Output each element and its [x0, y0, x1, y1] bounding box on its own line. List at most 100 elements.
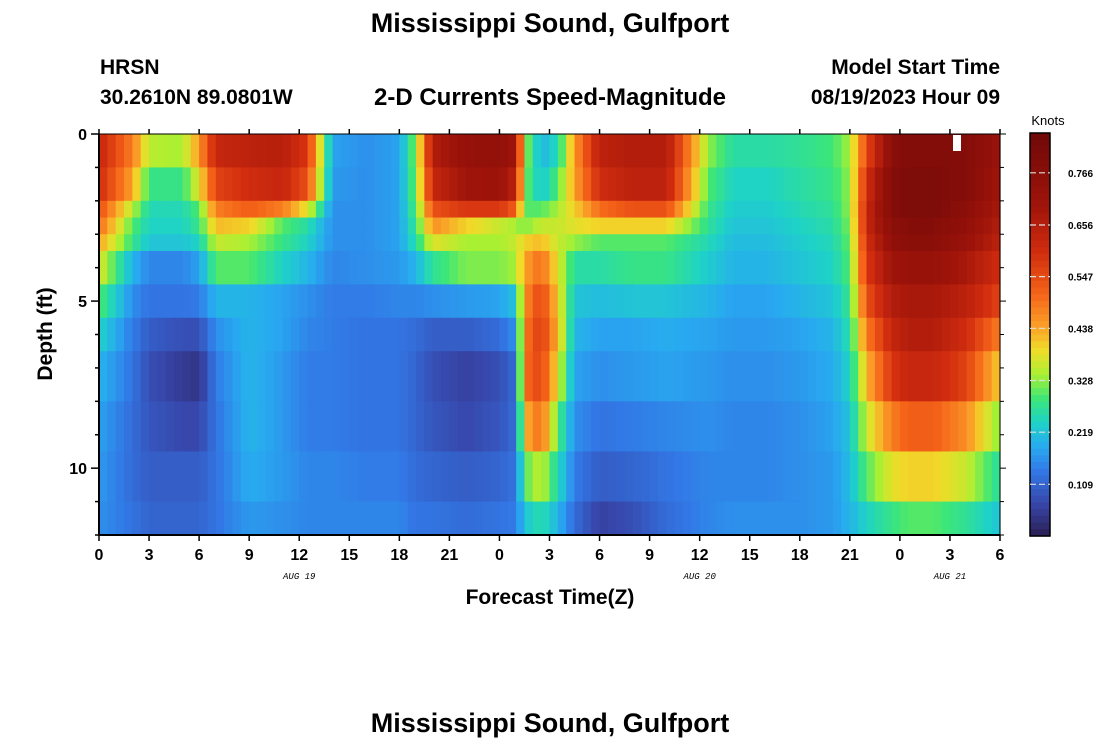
heatmap-cell — [165, 501, 175, 536]
heatmap-cell — [541, 200, 551, 219]
heatmap-cell — [441, 284, 450, 319]
heatmap-cell — [390, 451, 400, 503]
model-start-label: Model Start Time — [831, 56, 1000, 79]
heatmap-cell — [390, 351, 400, 402]
heatmap-cell — [816, 317, 826, 352]
heatmap-cell — [182, 317, 192, 352]
heatmap-cell — [232, 234, 242, 252]
heatmap-cell — [457, 134, 467, 169]
heatmap-cell — [541, 217, 551, 235]
date-label: AUG 19 — [282, 572, 316, 582]
heatmap-cell — [916, 351, 926, 402]
heatmap-cell — [132, 501, 142, 536]
heatmap-cell — [824, 217, 834, 235]
heatmap-cell — [908, 167, 918, 202]
heatmap-cell — [899, 351, 909, 402]
heatmap-cell — [474, 200, 484, 219]
heatmap-cell — [165, 284, 175, 319]
heatmap-cell — [691, 134, 701, 169]
heatmap-cell — [599, 451, 609, 503]
heatmap-cell — [157, 234, 167, 252]
heatmap-cell — [199, 317, 209, 352]
colorbar-segment — [1030, 166, 1050, 174]
heatmap-cell — [566, 451, 576, 503]
heatmap-cell — [582, 351, 592, 402]
heatmap-cell — [549, 234, 559, 252]
heatmap-cell — [416, 234, 425, 252]
heatmap-cell — [99, 134, 108, 169]
heatmap-cell — [758, 501, 767, 536]
heatmap-cell — [240, 167, 250, 202]
heatmap-cell — [966, 234, 976, 252]
heatmap-cell — [958, 501, 968, 536]
x-tick-label: 3 — [945, 547, 954, 564]
heatmap-cell — [591, 284, 601, 319]
heatmap-cell — [699, 501, 709, 536]
heatmap-cell — [883, 317, 893, 352]
heatmap-cell — [457, 317, 467, 352]
heatmap-cell — [708, 167, 717, 202]
heatmap-cell — [841, 451, 851, 503]
heatmap-cell — [549, 200, 559, 219]
heatmap-cell — [849, 167, 859, 202]
heatmap-cell — [524, 200, 534, 219]
heatmap-cell — [883, 250, 893, 285]
heatmap-cell — [207, 134, 217, 169]
heatmap-cell — [866, 501, 876, 536]
heatmap-cell — [708, 134, 717, 169]
heatmap-cell — [991, 167, 1001, 202]
heatmap-cell — [974, 284, 984, 319]
heatmap-cell — [599, 401, 609, 453]
heatmap-cell — [941, 317, 951, 352]
heatmap-cell — [733, 217, 742, 235]
heatmap-cell — [399, 217, 409, 235]
heatmap-cell — [365, 250, 375, 285]
heatmap-cell — [340, 217, 350, 235]
heatmap-cell — [207, 351, 217, 402]
heatmap-cell — [841, 250, 851, 285]
colorbar-segment — [1030, 448, 1050, 456]
colorbar-segment — [1030, 415, 1050, 423]
heatmap-cell — [324, 167, 334, 202]
heatmap-cell — [541, 250, 551, 285]
heatmap-cell — [774, 217, 784, 235]
heatmap-cell — [708, 401, 717, 453]
heatmap-cell — [224, 351, 234, 402]
heatmap-cell — [924, 200, 934, 219]
heatmap-cell — [207, 401, 217, 453]
heatmap-cell — [240, 134, 250, 169]
heatmap-cell — [99, 317, 108, 352]
heatmap-cell — [265, 200, 275, 219]
heatmap-cell — [958, 284, 968, 319]
heatmap-cell — [299, 200, 309, 219]
heatmap-cell — [532, 234, 542, 252]
heatmap-cell — [99, 451, 108, 503]
heatmap-cell — [607, 351, 617, 402]
heatmap-cell — [441, 351, 450, 402]
heatmap-cell — [682, 351, 692, 402]
heatmap-cell — [474, 284, 484, 319]
heatmap-cell — [607, 134, 617, 169]
heatmap-cell — [566, 351, 576, 402]
heatmap-cell — [349, 134, 359, 169]
heatmap-cell — [791, 401, 801, 453]
heatmap-cell — [390, 284, 400, 319]
heatmap-cell — [516, 134, 526, 169]
heatmap-cell — [791, 200, 801, 219]
heatmap-cell — [174, 217, 184, 235]
heatmap-cell — [457, 401, 467, 453]
heatmap-cell — [207, 167, 217, 202]
heatmap-cell — [657, 401, 667, 453]
colorbar-segment — [1030, 488, 1050, 497]
heatmap-cell — [349, 451, 359, 503]
heatmap-cell — [399, 284, 409, 319]
heatmap-cell — [240, 501, 250, 536]
heatmap-cell — [332, 167, 342, 202]
heatmap-cell — [641, 451, 651, 503]
heatmap-cell — [424, 317, 434, 352]
heatmap-cell — [799, 317, 809, 352]
heatmap-cell — [399, 501, 409, 536]
heatmap-cell — [399, 234, 409, 252]
heatmap-cell — [441, 200, 450, 219]
heatmap-cell — [949, 351, 959, 402]
